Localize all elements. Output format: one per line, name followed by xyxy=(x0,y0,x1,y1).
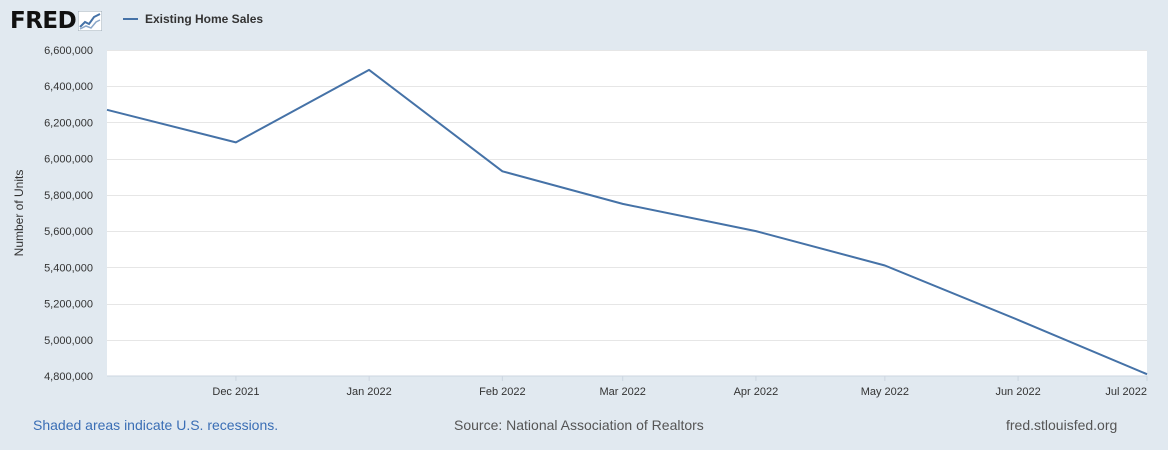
y-tick-label: 5,600,000 xyxy=(44,226,93,238)
x-tick-label: Apr 2022 xyxy=(734,386,779,398)
data-point[interactable] xyxy=(620,201,626,207)
x-tick-label: Jul 2022 xyxy=(1105,386,1147,398)
y-tick-label: 5,200,000 xyxy=(44,299,93,311)
y-axis-title: Number of Units xyxy=(12,170,26,257)
x-tick-label: Jun 2022 xyxy=(995,386,1040,398)
y-tick-label: 6,400,000 xyxy=(44,81,93,93)
y-tick-label: 6,600,000 xyxy=(44,45,93,57)
data-point[interactable] xyxy=(366,67,372,73)
y-axis-tick-labels: 4,800,000 5,000,000 5,200,000 5,400,000 5,60… xyxy=(44,45,93,383)
data-point[interactable] xyxy=(1144,371,1150,377)
data-point[interactable] xyxy=(499,168,505,174)
x-tick-label: Dec 2021 xyxy=(212,386,259,398)
x-tick-label: Feb 2022 xyxy=(479,386,525,398)
data-point[interactable] xyxy=(233,139,239,145)
chart-legend: Existing Home Sales xyxy=(123,11,263,27)
series-lines xyxy=(104,67,1150,377)
legend-swatch xyxy=(123,18,138,20)
grid-lines xyxy=(107,50,1147,341)
fred-chart-icon xyxy=(78,11,103,31)
y-tick-label: 5,800,000 xyxy=(44,190,93,202)
x-tick-label: Mar 2022 xyxy=(599,386,645,398)
x-axis-tick-labels: Dec 2021 Jan 2022 Feb 2022 Mar 2022 Apr 2022… xyxy=(212,376,1148,398)
source-note: Source: National Association of Realtors xyxy=(454,417,704,433)
data-point[interactable] xyxy=(104,107,110,113)
y-tick-label: 6,000,000 xyxy=(44,154,93,166)
series-line xyxy=(106,68,1148,376)
y-tick-label: 4,800,000 xyxy=(44,371,93,383)
y-tick-label: 5,000,000 xyxy=(44,335,93,347)
recession-note: Shaded areas indicate U.S. recessions. xyxy=(33,417,279,433)
plot-area xyxy=(107,50,1147,376)
data-point[interactable] xyxy=(753,228,759,234)
legend-series-label: Existing Home Sales xyxy=(145,12,264,26)
data-point[interactable] xyxy=(882,263,888,269)
x-tick-label: Jan 2022 xyxy=(347,386,392,398)
y-tick-label: 6,200,000 xyxy=(44,117,93,129)
data-point[interactable] xyxy=(1015,317,1021,323)
y-tick-label: 5,400,000 xyxy=(44,262,93,274)
fred-url[interactable]: fred.stlouisfed.org xyxy=(1006,417,1118,433)
fred-logo[interactable]: FRED xyxy=(10,6,103,36)
fred-logo-text: FRED xyxy=(10,7,77,34)
x-tick-label: May 2022 xyxy=(861,386,909,398)
